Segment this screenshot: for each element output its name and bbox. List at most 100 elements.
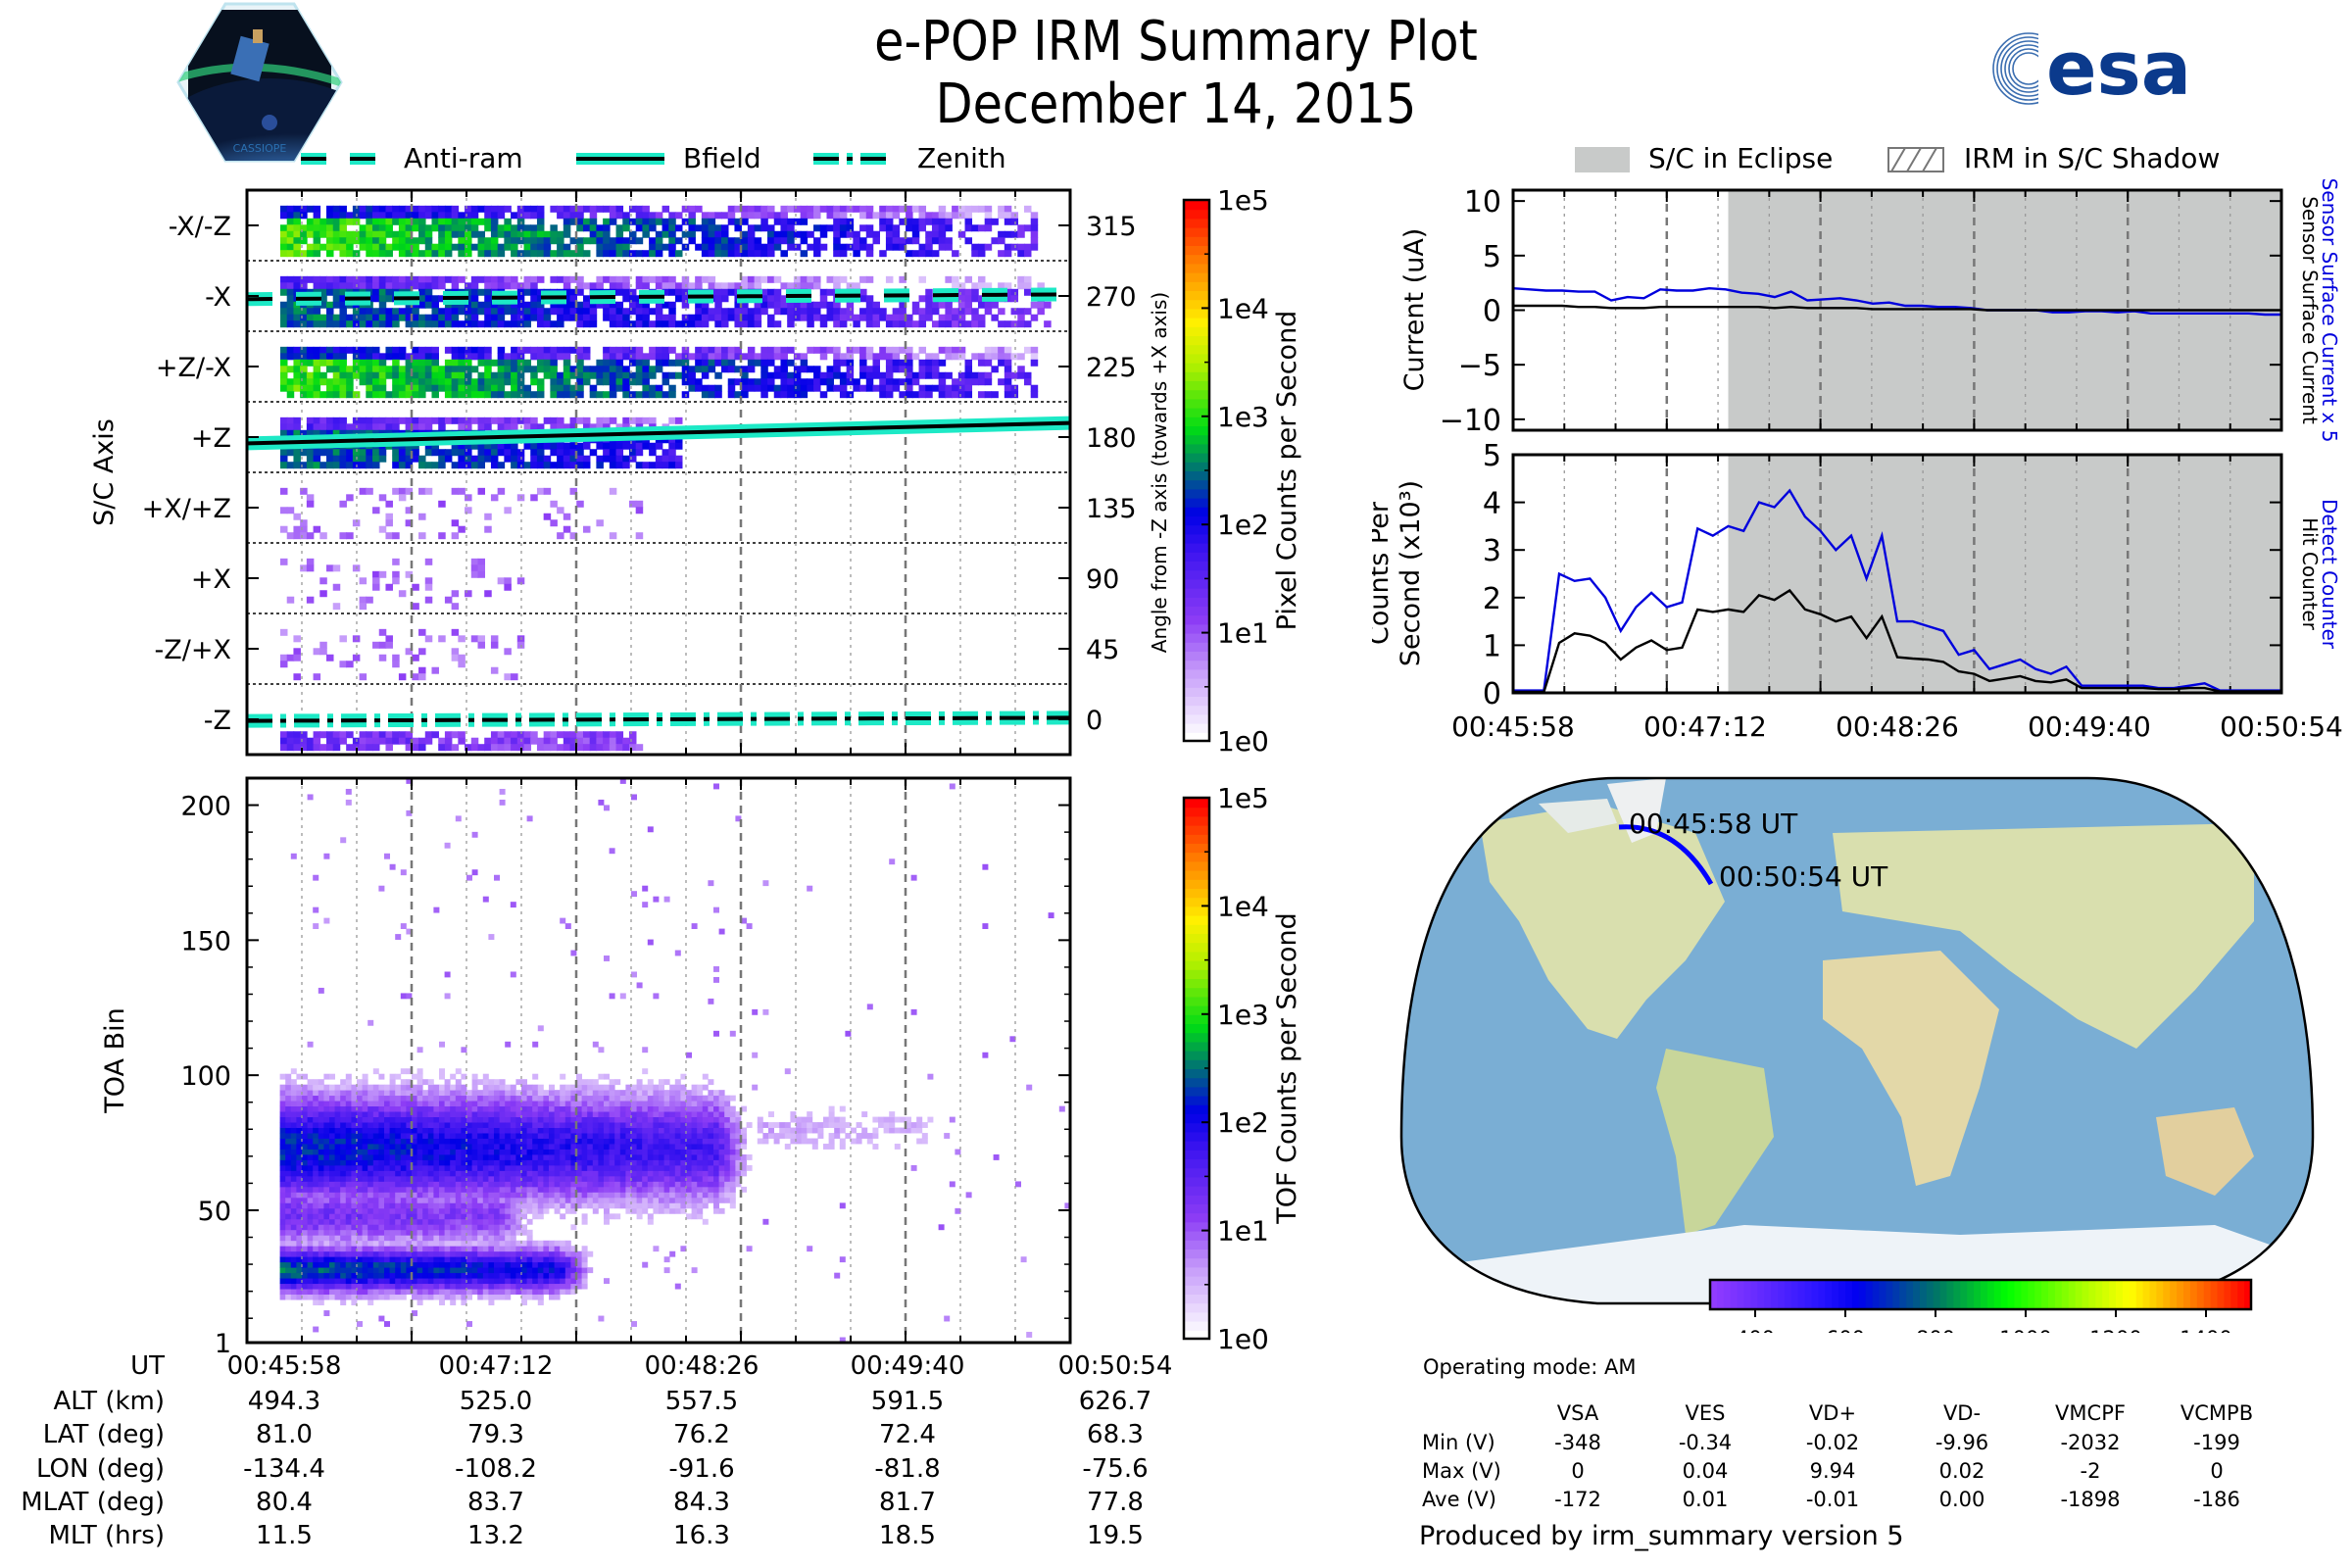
tof-heatmap-cell (400, 1256, 407, 1263)
pixel-heatmap-cell (431, 378, 439, 386)
pixel-heatmap-cell (787, 230, 795, 238)
tof-heatmap-cell (422, 1090, 429, 1097)
tof-heatmap-cell (357, 1170, 363, 1177)
pixel-heatmap-cell (470, 346, 479, 354)
pixel-heatmap-cell (424, 359, 433, 367)
pixel-heatmap-cell (372, 237, 380, 245)
pixel-heatmap-cell (984, 212, 993, 220)
pixel-heatmap-cell (1017, 371, 1025, 379)
pixel-heatmap-cell (451, 648, 460, 656)
tof-heatmap-cell (499, 1261, 506, 1268)
pixel-heatmap-cell (300, 250, 308, 258)
pixel-heatmap-cell (536, 353, 545, 361)
pixel-heatmap-cell (366, 416, 373, 424)
tof-heatmap-cell (499, 1235, 506, 1242)
tof-heatmap-cell (384, 1111, 390, 1117)
pixel-heatmap-cell (998, 346, 1005, 354)
pixel-heatmap-cell (306, 494, 315, 502)
tof-heatmap-cell (345, 1267, 352, 1274)
tof-heatmap-cell (526, 1111, 533, 1117)
tof-heatmap-cell (340, 1240, 347, 1247)
tof-heatmap-cell (372, 1159, 379, 1166)
pixel-heatmap-cell (991, 237, 999, 245)
pixel-heatmap-cell (622, 320, 630, 328)
pixel-heatmap-cell (424, 366, 433, 373)
tof-heatmap-cell (313, 1101, 319, 1107)
pixel-heatmap-cell (911, 250, 920, 258)
tof-heatmap-cell (290, 1267, 297, 1274)
pixel-heatmap-cell (465, 378, 472, 386)
tof-heatmap-cell (395, 1294, 402, 1300)
pixel-heatmap-cell (497, 442, 506, 450)
pixel-heatmap-cell (925, 353, 933, 361)
pixel-colorbar-segment (1184, 479, 1209, 490)
pixel-heatmap-cell (688, 237, 696, 245)
pixel-heatmap-cell (484, 366, 492, 373)
tof-heatmap-cell (285, 1175, 292, 1182)
tof-heatmap-cell (389, 1175, 396, 1182)
pixel-heatmap-cell (957, 371, 966, 379)
tof-heatmap-cell (433, 1122, 440, 1128)
tof-heatmap-cell (482, 1261, 489, 1268)
pixel-heatmap-cell (332, 455, 341, 463)
pixel-heatmap-cell (530, 301, 538, 309)
pixel-heatmap-cell (727, 391, 736, 399)
pixel-heatmap-cell (1017, 308, 1025, 316)
pixel-heatmap-cell (642, 224, 650, 232)
tof-heatmap-cell (471, 1224, 478, 1231)
pixel-heatmap-cell (451, 314, 460, 321)
tof-heatmap-cell (368, 1095, 374, 1102)
tof-heatmap-cell (477, 1289, 484, 1296)
tof-heatmap-cell (329, 1181, 335, 1188)
pixel-heatmap-cell (319, 346, 327, 354)
pixel-heatmap-cell (339, 353, 347, 361)
tof-heatmap-cell (307, 1133, 314, 1139)
pixel-heatmap-cell (688, 230, 696, 238)
tof-heatmap-cell (368, 1133, 374, 1139)
pixel-heatmap-cell (635, 224, 644, 232)
tof-heatmap-cell (318, 1278, 324, 1285)
tof-heatmap-cell (362, 1294, 368, 1300)
tof-heatmap-cell (362, 1250, 368, 1257)
pixel-heatmap-cell (747, 353, 756, 361)
tof-heatmap-cell (439, 1149, 445, 1155)
pixel-heatmap-cell (589, 423, 598, 431)
tof-heatmap-cell (427, 1272, 434, 1279)
tof-heatmap-cell (521, 1250, 527, 1257)
tof-heatmap-cell (477, 1122, 484, 1128)
pixel-heatmap-cell (557, 301, 564, 309)
pixel-heatmap-cell (609, 737, 617, 745)
pixel-heatmap-cell (833, 346, 841, 354)
tof-heatmap-cell (466, 1159, 472, 1166)
tof-heatmap-cell (439, 1240, 445, 1247)
tof-heatmap-cell (427, 1197, 434, 1203)
tof-heatmap-cell (455, 1095, 462, 1102)
pixel-heatmap-cell (293, 366, 301, 373)
tof-heatmap-cell (416, 1047, 423, 1054)
pixel-heatmap-cell (385, 282, 393, 290)
pixel-heatmap-cell (1017, 230, 1025, 238)
pixel-heatmap-cell (998, 212, 1005, 220)
pixel-heatmap-cell (392, 731, 400, 739)
tof-heatmap-cell (488, 1164, 495, 1171)
pixel-heatmap-cell (727, 359, 736, 367)
tof-heatmap-cell (351, 1144, 358, 1150)
pixel-heatmap-cell (451, 519, 460, 527)
pixel-heatmap-cell (747, 346, 756, 354)
tof-heatmap-cell (378, 1213, 385, 1220)
tof-heatmap-cell (279, 1133, 286, 1139)
tof-heatmap-cell (471, 1122, 478, 1128)
pixel-heatmap-cell (359, 737, 368, 745)
pixel-heatmap-cell (306, 532, 315, 540)
pixel-heatmap-cell (872, 301, 880, 309)
tof-heatmap-cell (334, 1127, 341, 1134)
pixel-heatmap-cell (280, 449, 288, 457)
tof-heatmap-cell (526, 1283, 533, 1290)
pixel-heatmap-cell (431, 308, 439, 316)
tof-heatmap-cell (416, 1224, 423, 1231)
pixel-heatmap-cell (906, 218, 913, 225)
pixel-heatmap-cell (504, 744, 512, 752)
pixel-heatmap-cell (332, 301, 341, 309)
pixel-heatmap-cell (1030, 359, 1039, 367)
tof-heatmap-cell (444, 1170, 451, 1177)
